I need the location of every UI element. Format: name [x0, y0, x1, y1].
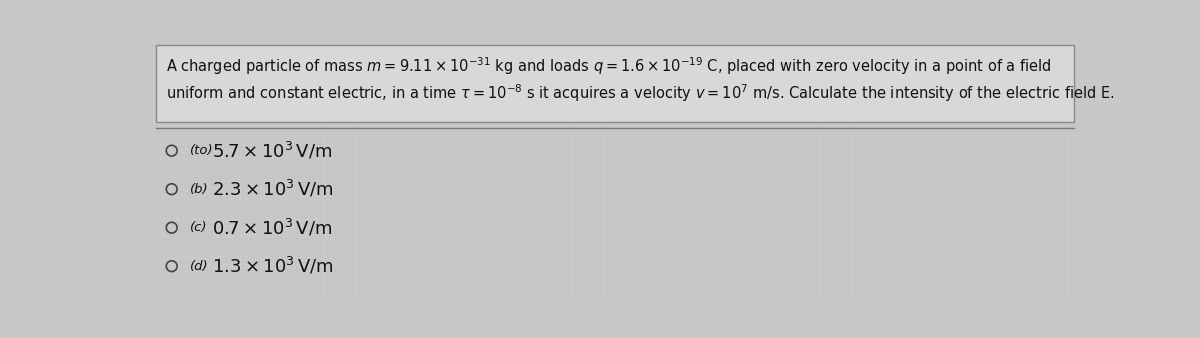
- Text: A charged particle of mass $m = 9.11 \times 10^{-31}$ kg and loads $q = 1.6 \tim: A charged particle of mass $m = 9.11 \ti…: [166, 55, 1051, 77]
- Text: (c): (c): [191, 221, 208, 234]
- Text: (to): (to): [191, 144, 214, 157]
- Text: $2.3 \times 10^3\,\mathrm{V/m}$: $2.3 \times 10^3\,\mathrm{V/m}$: [212, 178, 334, 200]
- FancyBboxPatch shape: [156, 45, 1074, 122]
- Text: $5.7 \times 10^3\,\mathrm{V/m}$: $5.7 \times 10^3\,\mathrm{V/m}$: [212, 140, 332, 161]
- Text: $1.3 \times 10^3\,\mathrm{V/m}$: $1.3 \times 10^3\,\mathrm{V/m}$: [212, 256, 334, 277]
- Text: $0.7 \times 10^3\,\mathrm{V/m}$: $0.7 \times 10^3\,\mathrm{V/m}$: [212, 217, 332, 238]
- Text: (b): (b): [191, 183, 209, 196]
- Text: uniform and constant electric, in a time $\tau = 10^{-8}$ s it acquires a veloci: uniform and constant electric, in a time…: [166, 82, 1114, 104]
- Text: (d): (d): [191, 260, 209, 273]
